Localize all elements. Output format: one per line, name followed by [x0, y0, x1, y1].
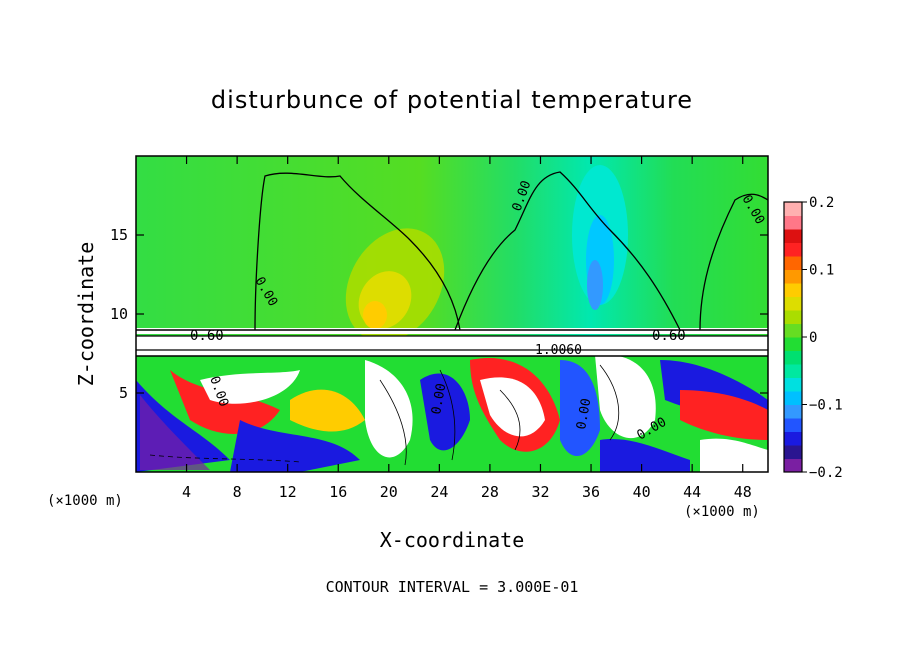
x-tick-label: 32 — [531, 483, 549, 501]
colorbar-swatch — [784, 256, 802, 270]
colorbar-tick-label: 0.2 — [809, 195, 834, 211]
contour-label: 0.00 — [429, 382, 449, 415]
colorbar-ticks: 0.2 0.1 0 −0.1 −0.2 — [802, 195, 843, 481]
contour-label: 1.0060 — [535, 343, 582, 358]
heatmap-field — [136, 156, 768, 472]
colorbar-swatch — [784, 458, 802, 473]
colorbar-swatch — [784, 323, 802, 338]
x-axis-label: X-coordinate — [380, 528, 525, 552]
x-tick-label: 48 — [734, 483, 752, 501]
colorbar-swatch — [784, 269, 802, 284]
colorbar-swatch — [784, 310, 802, 324]
x-tick-label: 44 — [683, 483, 701, 501]
colorbar — [783, 201, 803, 473]
y-axis: 5 10 15 — [110, 226, 768, 402]
colorbar-tick-label: −0.2 — [809, 465, 843, 481]
x-tick-label: 20 — [380, 483, 398, 501]
colorbar-swatch — [784, 418, 802, 432]
x-tick-label: 40 — [633, 483, 651, 501]
colorbar-tick-label: −0.1 — [809, 398, 843, 414]
colorbar-swatch — [784, 377, 802, 392]
x-tick-label: 16 — [329, 483, 347, 501]
y-tick-label: 5 — [119, 384, 128, 402]
colorbar-swatch — [784, 242, 802, 257]
colorbar-tick-label: 0 — [809, 330, 817, 346]
z-unit-label: (×1000 m) — [47, 493, 123, 509]
contour-interval-note: CONTOUR INTERVAL = 3.000E-01 — [326, 578, 579, 596]
colorbar-swatch — [784, 431, 802, 446]
colorbar-swatch — [784, 337, 802, 351]
colorbar-swatch — [784, 202, 802, 216]
colorbar-swatch — [784, 445, 802, 459]
contour-label: 0.00 — [574, 397, 594, 430]
contour-label: 0.60 — [652, 328, 686, 344]
y-tick-label: 15 — [110, 226, 128, 244]
colorbar-swatch — [784, 296, 802, 311]
x-tick-label: 12 — [279, 483, 297, 501]
y-tick-label: 10 — [110, 305, 128, 323]
chart-title: disturbunce of potential temperature — [210, 86, 694, 114]
colorbar-swatch — [784, 215, 802, 230]
x-tick-label: 24 — [430, 483, 448, 501]
x-tick-label: 28 — [481, 483, 499, 501]
colorbar-swatch — [784, 283, 802, 297]
x-tick-label: 8 — [233, 483, 242, 501]
colorbar-swatch — [784, 391, 802, 405]
x-unit-label: (×1000 m) — [684, 504, 760, 520]
colorbar-tick-label: 0.1 — [809, 263, 834, 279]
x-axis: 4 8 12 16 20 24 28 32 36 40 44 48 — [182, 156, 752, 501]
y-axis-label: Z-coordinate — [74, 242, 98, 387]
contour-label: 0.60 — [190, 328, 224, 344]
colorbar-swatch — [784, 364, 802, 378]
x-tick-label: 4 — [182, 483, 191, 501]
colorbar-swatch — [784, 350, 802, 365]
colorbar-swatch — [784, 404, 802, 419]
colorbar-swatch — [784, 229, 802, 243]
x-tick-label: 36 — [582, 483, 600, 501]
